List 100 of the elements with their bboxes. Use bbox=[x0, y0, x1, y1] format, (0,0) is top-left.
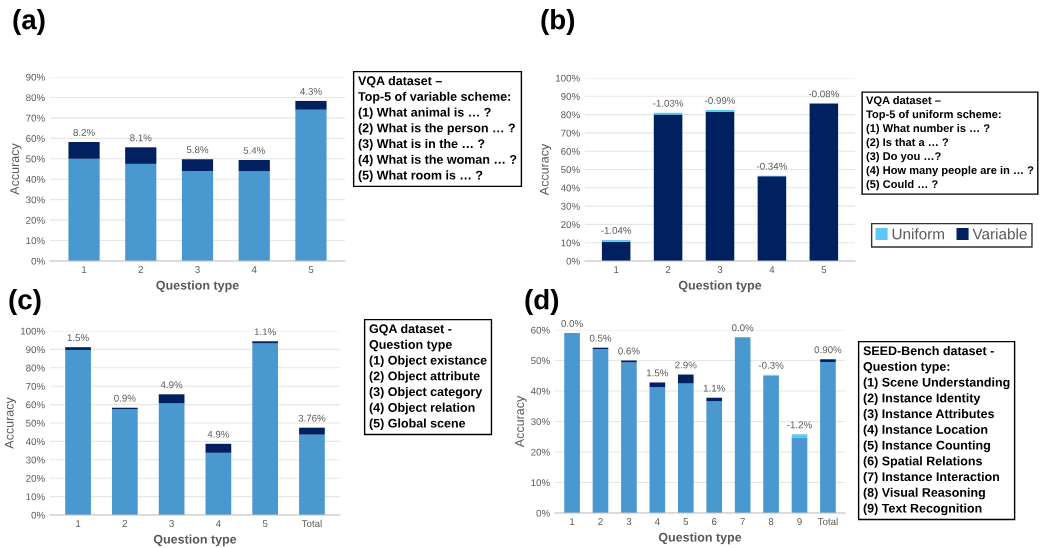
annotation: -0.3% bbox=[758, 361, 784, 369]
data-label: 5.4% bbox=[243, 147, 265, 154]
y-tick-label: 60% bbox=[561, 147, 580, 155]
text: (3) What is in the … ? bbox=[358, 138, 485, 151]
bar bbox=[295, 109, 327, 261]
bar bbox=[125, 147, 157, 164]
x-tick-label: Total bbox=[301, 519, 322, 527]
bar bbox=[158, 403, 185, 515]
bar bbox=[791, 434, 808, 438]
y-tick-label: 80% bbox=[26, 364, 45, 372]
x-tick-label: 5 bbox=[308, 266, 314, 273]
x-tick-label: 3 bbox=[717, 266, 723, 273]
y-axis-title: Accuracy bbox=[539, 143, 552, 196]
y-tick-label: 20% bbox=[561, 221, 580, 229]
text: (5) What room is … ? bbox=[358, 170, 483, 183]
bar bbox=[65, 349, 91, 515]
y-tick-label: 40% bbox=[530, 387, 550, 395]
bar bbox=[757, 176, 787, 261]
x-tick-label: 9 bbox=[797, 518, 802, 525]
bar bbox=[649, 382, 666, 388]
text: (3) Instance Attributes bbox=[863, 408, 994, 421]
annotation: -0.99% bbox=[705, 97, 736, 104]
data-label: 5.8% bbox=[186, 146, 209, 154]
y-tick-label: 30% bbox=[531, 418, 550, 426]
bar bbox=[677, 374, 694, 384]
bar bbox=[238, 160, 270, 172]
text: (5) Global scene bbox=[369, 418, 466, 431]
y-tick-label: 0% bbox=[536, 509, 550, 517]
bar bbox=[653, 114, 683, 261]
x-tick-label: 5 bbox=[821, 266, 827, 273]
text: Top-5 of variable scheme: bbox=[358, 91, 511, 104]
bar bbox=[705, 111, 735, 261]
x-tick-label: 3 bbox=[195, 266, 200, 273]
y-axis-title: Accuracy bbox=[10, 143, 22, 195]
y-tick-label: 50% bbox=[26, 419, 45, 427]
bar bbox=[111, 409, 138, 515]
annotation: 0.0% bbox=[561, 320, 583, 327]
text: (4) Instance Location bbox=[863, 424, 988, 437]
x-tick-label: 5 bbox=[262, 520, 268, 527]
bar bbox=[763, 375, 779, 513]
x-tick-label: Total bbox=[817, 517, 838, 525]
y-tick-label: 10% bbox=[26, 237, 45, 245]
x-tick-label: 5 bbox=[683, 518, 689, 525]
bar bbox=[205, 443, 232, 453]
data-label: 8.1% bbox=[130, 134, 152, 142]
x-tick-label: 4 bbox=[654, 518, 660, 525]
y-tick-label: 10% bbox=[531, 479, 550, 487]
bar bbox=[65, 347, 91, 350]
chart-title: (a) bbox=[13, 9, 45, 35]
annotation: -0.08% bbox=[808, 90, 839, 98]
text: Question type: bbox=[863, 361, 950, 374]
x-tick-label: 4 bbox=[769, 266, 775, 273]
x-axis-title: Question type bbox=[678, 280, 762, 293]
bar bbox=[252, 341, 279, 344]
text: (7) Instance Interaction bbox=[863, 471, 1000, 484]
y-tick-label: 70% bbox=[26, 382, 45, 390]
bar bbox=[68, 142, 100, 159]
x-axis-title: Question type bbox=[153, 534, 237, 547]
y-tick-label: 60% bbox=[26, 135, 45, 142]
x-tick-label: 1 bbox=[614, 266, 619, 273]
text: Question type bbox=[369, 339, 452, 352]
bar bbox=[158, 394, 185, 404]
bar bbox=[791, 437, 808, 513]
bar bbox=[299, 434, 325, 515]
bar bbox=[295, 100, 327, 110]
bar bbox=[299, 427, 325, 435]
text: (1) What animal is … ? bbox=[358, 107, 491, 120]
y-tick-label: 90% bbox=[26, 73, 45, 81]
bar bbox=[706, 401, 723, 513]
bar bbox=[564, 333, 580, 513]
text: (1) Object existance bbox=[369, 355, 487, 368]
y-tick-label: 80% bbox=[26, 94, 45, 102]
bar bbox=[734, 337, 751, 513]
data-label: 3.76% bbox=[298, 414, 326, 422]
x-tick-label: 1 bbox=[570, 518, 575, 525]
y-tick-label: 80% bbox=[561, 111, 580, 119]
bar bbox=[820, 359, 836, 363]
y-tick-label: 100% bbox=[556, 74, 580, 82]
y-tick-label: 20% bbox=[531, 448, 550, 456]
y-tick-label: 40% bbox=[560, 184, 580, 192]
y-tick-label: 30% bbox=[26, 196, 45, 204]
y-tick-label: 60% bbox=[531, 326, 550, 334]
y-tick-label: 0% bbox=[31, 257, 45, 265]
text: SEED-Bench dataset - bbox=[863, 346, 994, 356]
y-axis-title: Accuracy bbox=[4, 397, 17, 449]
x-tick-label: 1 bbox=[76, 520, 81, 527]
text: (3) Do you …? bbox=[866, 151, 941, 163]
y-tick-label: 40% bbox=[25, 438, 45, 446]
data-label: 8.2% bbox=[73, 129, 95, 136]
y-tick-label: 50% bbox=[26, 155, 45, 163]
text: (5) Instance Counting bbox=[863, 440, 990, 453]
x-tick-label: 4 bbox=[251, 266, 257, 273]
bar bbox=[181, 171, 214, 261]
bar bbox=[601, 241, 631, 261]
bar bbox=[252, 343, 279, 515]
text: VQA dataset – bbox=[866, 96, 941, 107]
text: (1) Scene Understanding bbox=[863, 377, 1010, 390]
text: (5) Could … ? bbox=[866, 179, 938, 191]
y-tick-label: 20% bbox=[26, 216, 45, 224]
y-tick-label: 0% bbox=[566, 257, 580, 265]
